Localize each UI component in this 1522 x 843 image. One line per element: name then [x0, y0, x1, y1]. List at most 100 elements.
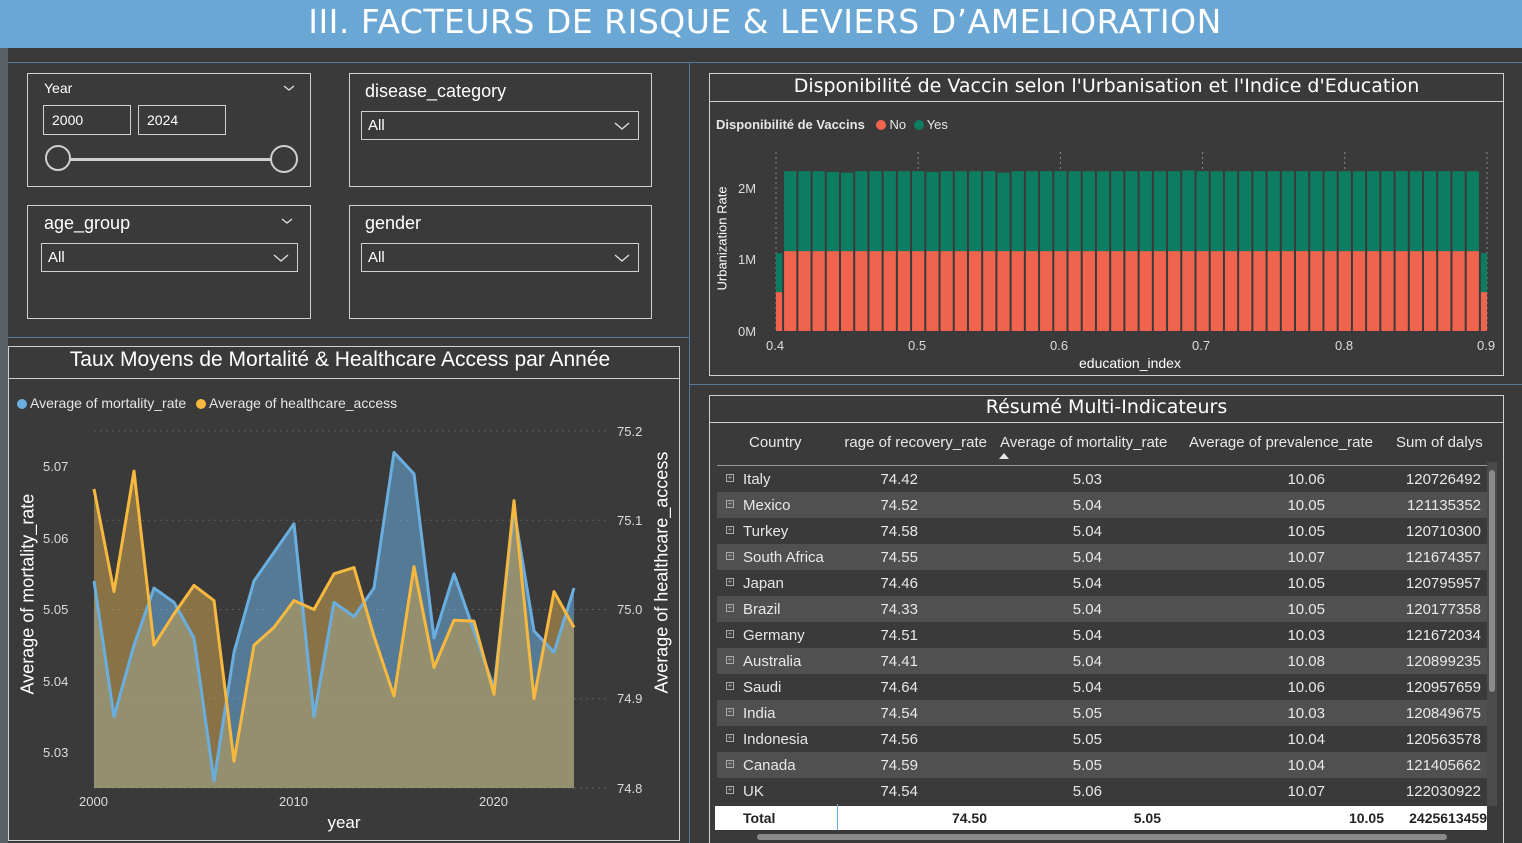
total-prevalence: 10.05: [1348, 810, 1384, 826]
bar-no: [1424, 251, 1437, 331]
cell-mortality: 5.04: [1072, 497, 1102, 514]
chevron-down-icon: [273, 254, 289, 262]
table-row[interactable]: + Brazil 74.33 5.04 10.05 120177358: [717, 596, 1487, 622]
bar-yes: [1324, 171, 1337, 252]
bar-yes: [812, 171, 825, 252]
bar-no: [1480, 292, 1487, 331]
legend-item-yes[interactable]: Yes: [913, 117, 948, 132]
cell-prevalence: 10.04: [1287, 731, 1325, 748]
table-row[interactable]: + Turkey 74.58 5.04 10.05 120710300: [717, 518, 1487, 544]
bar-yes: [883, 171, 896, 252]
legend-item-mortality[interactable]: Average of mortality_rate: [17, 395, 186, 411]
cell-mortality: 5.05: [1072, 757, 1102, 774]
expand-icon[interactable]: +: [726, 733, 734, 742]
table-row[interactable]: + Indonesia 74.56 5.05 10.04 120563578: [717, 726, 1487, 752]
chevron-down-icon[interactable]: [283, 82, 295, 94]
disease-category-dropdown[interactable]: All: [361, 111, 639, 140]
year-slider-start-handle[interactable]: [45, 145, 71, 171]
expand-icon[interactable]: +: [726, 785, 734, 794]
expand-icon[interactable]: +: [726, 681, 734, 690]
total-recovery: 74.50: [951, 810, 987, 826]
cell-dalys: 120726492: [1405, 471, 1481, 488]
horizontal-scrollbar-thumb[interactable]: [757, 834, 1447, 840]
table-row[interactable]: + Japan 74.46 5.04 10.05 120795957: [717, 570, 1487, 596]
column-header-prevalence[interactable]: Average of prevalence_rate: [1189, 434, 1374, 451]
year-slider-end-handle[interactable]: [270, 145, 298, 173]
bar-yes: [954, 171, 967, 252]
column-header-recovery[interactable]: rage of recovery_rate: [837, 434, 987, 456]
expand-icon[interactable]: +: [726, 473, 734, 482]
bar-yes: [1253, 171, 1266, 252]
bar-yes: [1096, 171, 1110, 252]
column-header-mortality[interactable]: Average of mortality_rate: [1000, 434, 1168, 451]
bar-yes: [968, 171, 982, 252]
gender-dropdown[interactable]: All: [361, 243, 639, 272]
line-chart-legend: Average of mortality_rate Average of hea…: [17, 395, 397, 411]
expand-icon[interactable]: +: [726, 759, 734, 768]
bar-yes: [776, 253, 783, 293]
chevron-down-icon[interactable]: [281, 215, 293, 227]
column-header-dalys[interactable]: Sum of dalys: [1396, 434, 1483, 451]
legend-item-no[interactable]: No: [876, 117, 906, 132]
bar-no: [1040, 251, 1053, 331]
year-from-input[interactable]: 2000: [43, 105, 131, 135]
cell-prevalence: 10.05: [1287, 575, 1325, 592]
bar-yes: [855, 171, 868, 252]
vertical-scrollbar-thumb[interactable]: [1489, 470, 1495, 692]
age-group-dropdown[interactable]: All: [41, 243, 298, 272]
cell-dalys: 120849675: [1405, 705, 1481, 722]
y-right-tick: 74.8: [617, 781, 643, 796]
expand-icon[interactable]: +: [726, 499, 734, 508]
table-row[interactable]: + Italy 74.42 5.03 10.06 120726492: [717, 466, 1487, 492]
cell-mortality: 5.04: [1072, 523, 1102, 540]
cell-recovery: 74.58: [880, 523, 918, 540]
bar-yes: [983, 171, 996, 252]
bar-no: [826, 251, 839, 331]
cell-recovery: 74.46: [880, 575, 918, 592]
table-row[interactable]: + Saudi 74.64 5.04 10.06 120957659: [717, 674, 1487, 700]
year-to-input[interactable]: 2024: [138, 105, 226, 135]
disease-category-slicer: disease_category All: [349, 73, 652, 187]
table-row[interactable]: + Canada 74.59 5.05 10.04 121405662: [717, 752, 1487, 778]
legend-item-healthcare[interactable]: Average of healthcare_access: [196, 395, 397, 411]
table-row[interactable]: + UK 74.54 5.06 10.07 122030922: [717, 778, 1487, 804]
column-header-country[interactable]: Country: [749, 434, 802, 451]
year-slider-track[interactable]: [60, 158, 286, 161]
table-row[interactable]: + India 74.54 5.05 10.03 120849675: [717, 700, 1487, 726]
line-chart-plot[interactable]: [0, 0, 690, 843]
cell-mortality: 5.04: [1072, 627, 1102, 644]
table-row[interactable]: + Mexico 74.52 5.04 10.05 121135352: [717, 492, 1487, 518]
bar-yes: [1011, 171, 1024, 252]
expand-icon[interactable]: +: [726, 551, 734, 560]
bar-no: [912, 251, 925, 331]
chevron-down-icon: [614, 254, 630, 262]
table-row[interactable]: + Germany 74.51 5.04 10.03 121672034: [717, 622, 1487, 648]
expand-icon[interactable]: +: [726, 603, 734, 612]
vertical-scrollbar[interactable]: [1487, 462, 1497, 806]
y-right-tick: 74.9: [617, 691, 643, 706]
cell-prevalence: 10.05: [1287, 601, 1325, 618]
divider: [689, 62, 690, 843]
cell-recovery: 74.41: [880, 653, 918, 670]
table-row[interactable]: + Australia 74.41 5.04 10.08 120899235: [717, 648, 1487, 674]
bar-yes: [912, 171, 925, 252]
table-row[interactable]: + South Africa 74.55 5.04 10.07 121674357: [717, 544, 1487, 570]
expand-icon[interactable]: +: [726, 707, 734, 716]
bar-yes: [1025, 171, 1039, 252]
expand-icon[interactable]: +: [726, 629, 734, 638]
year-slicer-label: Year: [44, 80, 73, 96]
expand-icon[interactable]: +: [726, 577, 734, 586]
bar-yes: [1452, 171, 1465, 252]
line-chart-x-title: year: [327, 813, 361, 832]
horizontal-scrollbar[interactable]: [717, 832, 1487, 842]
cell-recovery: 74.42: [880, 471, 918, 488]
bar-yes: [1182, 170, 1195, 252]
divider: [8, 337, 689, 338]
bar-no: [1310, 251, 1323, 331]
expand-icon[interactable]: +: [726, 655, 734, 664]
expand-icon[interactable]: +: [726, 525, 734, 534]
legend-label: Average of mortality_rate: [30, 395, 187, 411]
bar-no: [1367, 251, 1380, 331]
bar-no: [812, 251, 825, 331]
